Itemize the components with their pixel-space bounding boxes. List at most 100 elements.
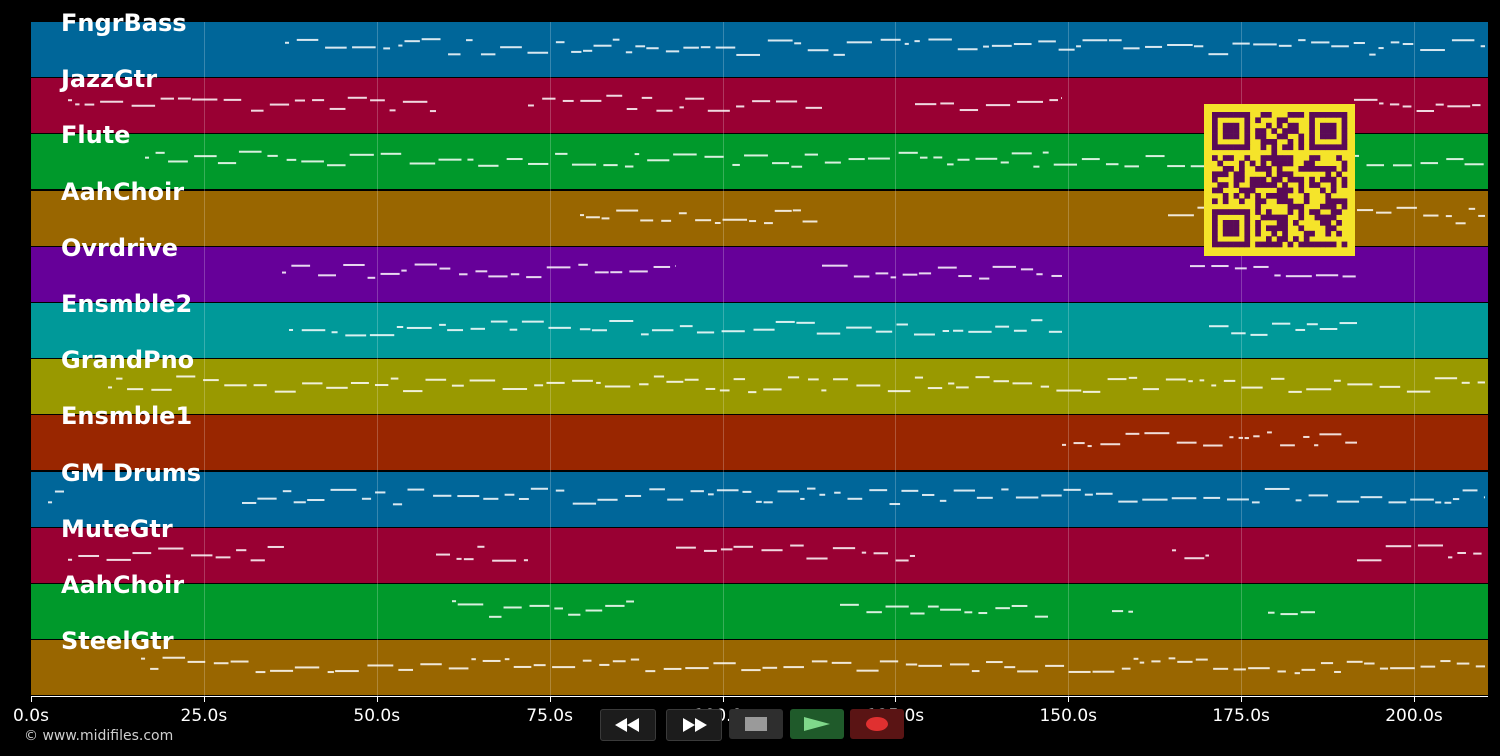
qr-module — [1341, 128, 1348, 134]
note-mark — [168, 160, 188, 163]
note-mark — [933, 156, 943, 159]
note-mark — [806, 557, 828, 560]
note-mark — [927, 387, 943, 390]
tick-mark — [1241, 696, 1243, 702]
qr-module — [1320, 187, 1326, 194]
qr-module — [1293, 176, 1299, 183]
qr-module — [1309, 241, 1315, 248]
qr-module — [1330, 128, 1337, 134]
note-mark — [1205, 554, 1209, 557]
note-mark — [634, 153, 640, 156]
qr-module — [1222, 220, 1229, 226]
qr-module — [1341, 122, 1348, 129]
note-mark — [448, 53, 461, 56]
qr-module — [1212, 230, 1218, 237]
qr-module — [1249, 176, 1256, 183]
qr-module — [1276, 122, 1283, 129]
note-mark — [1473, 552, 1482, 555]
note-mark — [940, 608, 961, 611]
stop-button[interactable] — [729, 709, 783, 739]
note-mark — [78, 554, 100, 557]
track-lane[interactable] — [31, 22, 1488, 77]
tick-label: 50.0s — [353, 706, 401, 726]
qr-module — [1271, 230, 1278, 237]
note-mark — [469, 379, 496, 382]
fast-forward-button[interactable] — [666, 709, 722, 741]
note-mark — [1339, 322, 1357, 325]
note-mark — [957, 48, 978, 51]
note-mark — [568, 613, 581, 616]
qr-module — [1282, 171, 1288, 178]
note-mark — [177, 97, 191, 100]
qr-module — [1287, 187, 1294, 194]
note-mark — [939, 499, 947, 502]
note-mark — [1040, 385, 1050, 388]
note-mark — [875, 330, 893, 333]
qr-module — [1276, 160, 1283, 167]
note-mark — [1082, 39, 1108, 42]
note-mark — [151, 388, 172, 391]
note-mark — [374, 384, 389, 387]
note-mark — [896, 323, 908, 326]
note-mark — [582, 659, 592, 662]
note-mark — [819, 493, 826, 496]
note-mark — [187, 660, 206, 663]
note-mark — [452, 600, 457, 603]
note-mark — [1234, 267, 1247, 270]
note-mark — [1402, 43, 1414, 46]
qr-module — [1298, 166, 1305, 172]
tick-mark — [31, 696, 32, 702]
qr-module — [1212, 176, 1218, 183]
note-mark — [1034, 615, 1048, 618]
qr-module — [1255, 209, 1261, 215]
record-button[interactable] — [850, 709, 904, 739]
note-mark — [853, 275, 870, 278]
note-mark — [1478, 214, 1485, 217]
qr-module — [1341, 160, 1348, 167]
qr-module — [1309, 160, 1315, 167]
qr-module — [1309, 112, 1315, 118]
qr-module — [1309, 209, 1315, 215]
note-mark — [571, 50, 582, 53]
note-mark — [1045, 664, 1065, 667]
note-mark — [1267, 431, 1272, 434]
qr-module — [1341, 133, 1348, 140]
qr-module — [1260, 133, 1267, 140]
note-mark — [875, 272, 889, 275]
qr-module — [1336, 112, 1342, 118]
note-mark — [1456, 662, 1470, 665]
play-button[interactable] — [790, 709, 844, 739]
qr-module — [1320, 133, 1326, 140]
track-lane[interactable] — [31, 527, 1488, 583]
note-mark — [736, 53, 761, 56]
note-mark — [1128, 610, 1134, 613]
qr-module — [1228, 220, 1234, 226]
qr-module — [1276, 220, 1283, 226]
note-mark — [68, 99, 73, 102]
track-lane[interactable] — [31, 415, 1488, 471]
note-mark — [593, 44, 612, 47]
qr-module — [1266, 209, 1272, 215]
note-mark — [466, 39, 473, 42]
track-lane[interactable] — [31, 584, 1488, 639]
track-lane[interactable] — [31, 640, 1488, 696]
tick-mark — [549, 696, 551, 702]
qr-module — [1244, 193, 1251, 199]
note-mark — [904, 42, 909, 45]
qr-module — [1320, 122, 1326, 129]
note-mark — [1041, 494, 1062, 497]
qr-module — [1255, 225, 1261, 232]
note-mark — [1360, 496, 1383, 499]
qr-module — [1320, 176, 1326, 183]
note-mark — [327, 671, 334, 674]
qr-module — [1212, 225, 1218, 232]
qr-module — [1266, 236, 1272, 242]
rewind-button[interactable] — [600, 709, 656, 741]
qr-module — [1276, 117, 1283, 124]
qr-module — [1222, 225, 1229, 232]
qr-module — [1228, 128, 1234, 134]
qr-module — [1276, 241, 1283, 248]
note-mark — [767, 39, 793, 42]
note-mark — [1011, 152, 1032, 155]
qr-module — [1217, 182, 1224, 188]
